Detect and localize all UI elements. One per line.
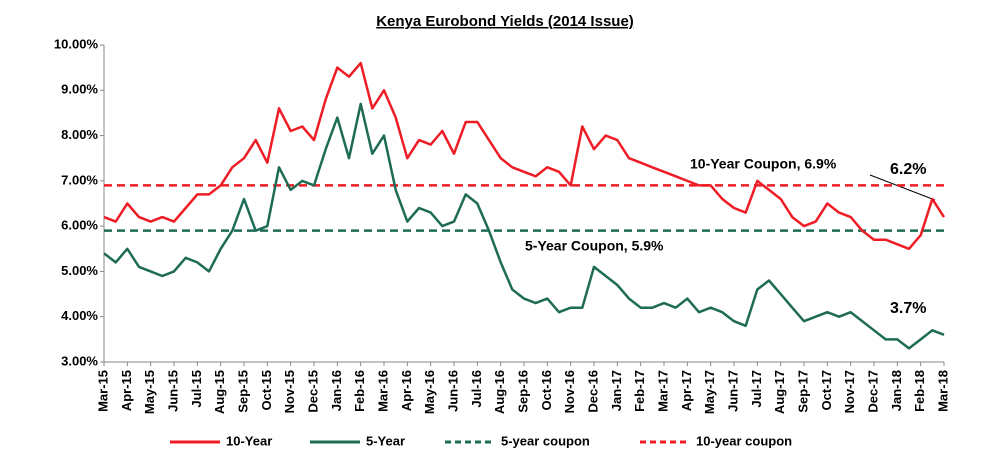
legend-label: 5-year coupon — [501, 433, 590, 448]
x-tick-label: Jul-17 — [749, 370, 764, 408]
annotation: 6.2% — [890, 161, 926, 178]
x-tick-label: Mar-18 — [935, 370, 950, 412]
x-tick-label: Sep-15 — [235, 370, 250, 413]
legend-label: 10-Year — [226, 433, 272, 448]
x-tick-label: Sep-17 — [795, 370, 810, 413]
annotation: 3.7% — [890, 300, 926, 317]
x-tick-label: Nov-15 — [282, 370, 297, 413]
y-tick-label: 6.00% — [61, 218, 98, 233]
legend-label: 10-year coupon — [696, 433, 792, 448]
x-tick-label: Oct-15 — [259, 370, 274, 410]
y-tick-label: 5.00% — [61, 263, 98, 278]
annotation: 10-Year Coupon, 6.9% — [690, 156, 837, 172]
x-tick-label: Mar-15 — [95, 370, 110, 412]
x-tick-label: Aug-17 — [772, 370, 787, 414]
y-tick-label: 3.00% — [61, 353, 98, 368]
x-tick-label: Aug-15 — [212, 370, 227, 414]
x-tick-label: Jul-15 — [189, 370, 204, 408]
series-line — [103, 102, 945, 350]
leader-line — [869, 174, 936, 201]
x-tick-label: Jun-15 — [165, 370, 180, 412]
annotation: 5-Year Coupon, 5.9% — [525, 238, 664, 254]
x-tick-label: Dec-16 — [585, 370, 600, 413]
series-line — [103, 61, 946, 251]
y-tick-label: 4.00% — [61, 308, 98, 323]
x-tick-label: May-16 — [422, 370, 437, 414]
x-tick-label: Feb-17 — [632, 370, 647, 412]
x-tick-label: Jan-17 — [609, 370, 624, 411]
chart-title: Kenya Eurobond Yields (2014 Issue) — [376, 13, 634, 30]
x-tick-label: Jun-17 — [725, 370, 740, 412]
legend-label: 5-Year — [366, 433, 405, 448]
x-tick-label: Apr-16 — [399, 370, 414, 411]
x-tick-label: May-15 — [142, 370, 157, 414]
x-tick-label: Aug-16 — [492, 370, 507, 414]
y-tick-label: 10.00% — [54, 36, 99, 51]
x-tick-label: Oct-17 — [819, 370, 834, 410]
x-tick-label: Sep-16 — [515, 370, 530, 413]
x-tick-label: Nov-17 — [842, 370, 857, 413]
x-tick-label: Jun-16 — [445, 370, 460, 412]
x-tick-label: Apr-15 — [119, 370, 134, 411]
x-tick-label: Jan-16 — [329, 370, 344, 411]
x-tick-label: Dec-15 — [305, 370, 320, 413]
x-tick-label: Jul-16 — [469, 370, 484, 408]
x-tick-label: Feb-18 — [912, 370, 927, 412]
x-tick-label: Oct-16 — [539, 370, 554, 410]
y-tick-label: 9.00% — [61, 82, 98, 97]
x-tick-label: Mar-16 — [375, 370, 390, 412]
x-tick-label: Jan-18 — [889, 370, 904, 411]
y-tick-label: 8.00% — [61, 127, 98, 142]
x-tick-label: Dec-17 — [865, 370, 880, 413]
x-tick-label: Feb-16 — [352, 370, 367, 412]
x-tick-label: Apr-17 — [679, 370, 694, 411]
x-tick-label: Mar-17 — [655, 370, 670, 412]
x-tick-label: Nov-16 — [562, 370, 577, 413]
y-tick-label: 7.00% — [61, 172, 98, 187]
x-tick-label: May-17 — [702, 370, 717, 414]
